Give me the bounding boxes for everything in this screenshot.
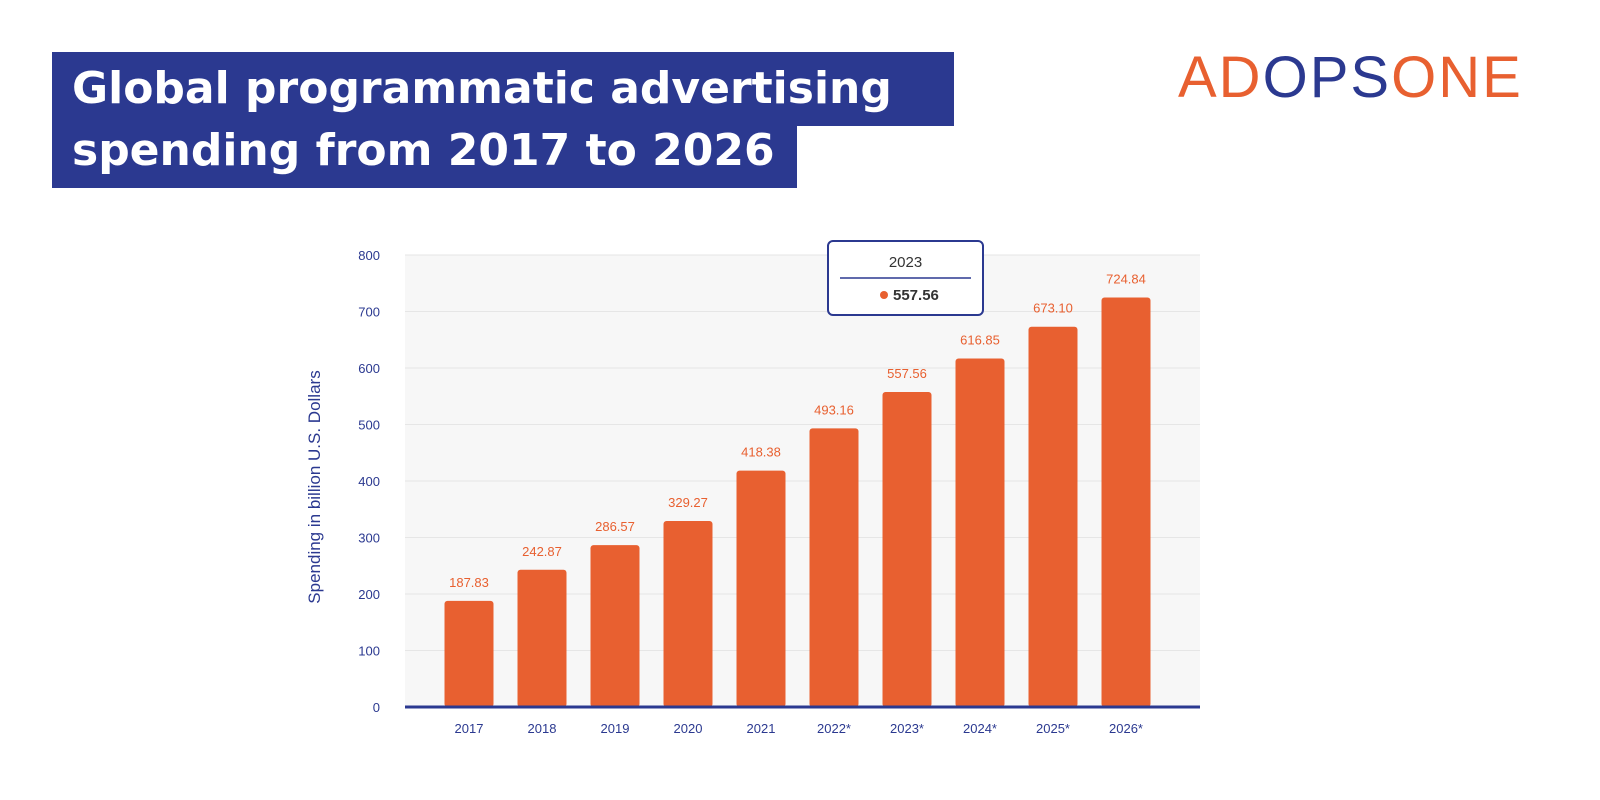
- value-label: 242.87: [522, 544, 562, 559]
- title-banner-row-2: spending from 2017 to 2026: [52, 126, 797, 188]
- y-axis-ticks: 0 100 200 300 400 500 600 700 800: [358, 248, 380, 715]
- bars[interactable]: [444, 297, 1151, 707]
- value-labels: 187.83 242.87 286.57 329.27 418.38 493.16 557.…: [449, 271, 1146, 589]
- value-label: 329.27: [668, 495, 708, 510]
- y-tick-label: 600: [358, 361, 380, 376]
- y-axis-label: Spending in billion U.S. Dollars: [305, 370, 324, 603]
- value-label: 724.84: [1106, 271, 1146, 286]
- bar-2019[interactable]: [590, 545, 640, 707]
- value-label: 557.56: [887, 366, 927, 381]
- x-axis-ticks: 2017 2018 2019 2020 2021 2022* 2023* 2024* 2025*…: [455, 721, 1143, 736]
- bar-2026[interactable]: [1101, 297, 1151, 707]
- y-tick-label: 100: [358, 644, 380, 659]
- tooltip-marker: [880, 291, 888, 299]
- tooltip-title: 2023: [889, 254, 922, 271]
- value-label: 418.38: [741, 445, 781, 460]
- y-tick-label: 400: [358, 474, 380, 489]
- bar-2018[interactable]: [517, 569, 567, 707]
- x-tick-label: 2025*: [1036, 721, 1070, 736]
- x-tick-label: 2024*: [963, 721, 997, 736]
- y-tick-label: 800: [358, 248, 380, 263]
- value-label: 616.85: [960, 332, 1000, 347]
- x-tick-label: 2023*: [890, 721, 924, 736]
- bar-chart: 0 100 200 300 400 500 600 700 800 Spending in bi…: [305, 240, 1200, 736]
- x-tick-label: 2022*: [817, 721, 851, 736]
- logo-part-3: ONE: [1391, 45, 1523, 110]
- bar-2022[interactable]: [809, 428, 859, 707]
- x-tick-label: 2019: [601, 721, 630, 736]
- value-label: 673.10: [1033, 301, 1073, 316]
- bar-2017[interactable]: [444, 600, 494, 707]
- tooltip: 2023 557.56: [827, 240, 984, 316]
- y-tick-label: 0: [373, 700, 380, 715]
- value-label: 286.57: [595, 519, 635, 534]
- bar-2025[interactable]: [1028, 326, 1078, 707]
- y-tick-label: 300: [358, 531, 380, 546]
- logo-part-1: AD: [1178, 45, 1263, 110]
- title-line-1: Global programmatic advertising: [72, 63, 892, 114]
- bar-2023[interactable]: [882, 391, 932, 707]
- tooltip-value: 557.56: [893, 287, 939, 304]
- title-line-2: spending from 2017 to 2026: [72, 125, 775, 176]
- x-tick-label: 2021: [747, 721, 776, 736]
- value-label: 493.16: [814, 402, 854, 417]
- y-tick-label: 500: [358, 418, 380, 433]
- logo-part-2: OPS: [1262, 45, 1392, 110]
- x-tick-label: 2020: [674, 721, 703, 736]
- y-tick-label: 700: [358, 305, 380, 320]
- value-label: 187.83: [449, 575, 489, 590]
- bar-2020[interactable]: [663, 520, 713, 707]
- x-tick-label: 2026*: [1109, 721, 1143, 736]
- bar-2024[interactable]: [955, 358, 1005, 707]
- y-tick-label: 200: [358, 587, 380, 602]
- logo: ADOPSONE: [1178, 46, 1523, 110]
- title-banner: Global programmatic advertising: [52, 52, 954, 126]
- x-tick-label: 2017: [455, 721, 484, 736]
- x-tick-label: 2018: [528, 721, 557, 736]
- bar-2021[interactable]: [736, 470, 786, 707]
